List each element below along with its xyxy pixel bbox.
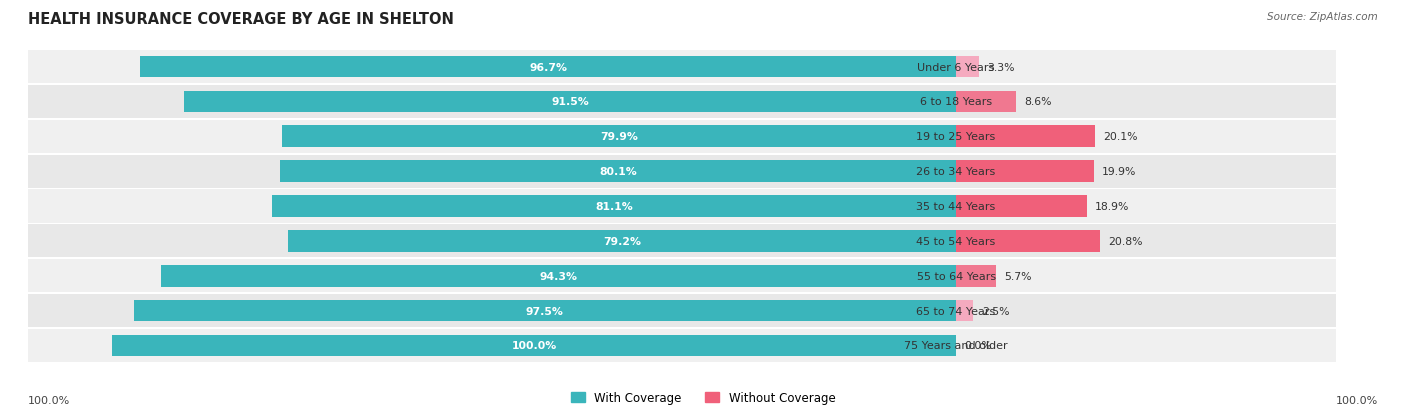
- Text: 79.2%: 79.2%: [603, 236, 641, 246]
- Text: 20.1%: 20.1%: [1104, 132, 1137, 142]
- Bar: [28, 155, 1336, 188]
- Bar: [28, 225, 1336, 258]
- Text: 55 to 64 Years: 55 to 64 Years: [917, 271, 995, 281]
- Text: 100.0%: 100.0%: [28, 395, 70, 405]
- Text: 20.8%: 20.8%: [1108, 236, 1143, 246]
- Legend: With Coverage, Without Coverage: With Coverage, Without Coverage: [565, 387, 841, 409]
- Text: Source: ZipAtlas.com: Source: ZipAtlas.com: [1267, 12, 1378, 22]
- Bar: [288, 230, 956, 252]
- Text: 100.0%: 100.0%: [512, 341, 557, 351]
- Bar: [184, 91, 956, 113]
- Text: 79.9%: 79.9%: [600, 132, 638, 142]
- Text: 0.0%: 0.0%: [965, 341, 993, 351]
- Text: 75 Years and older: 75 Years and older: [904, 341, 1008, 351]
- Text: 35 to 44 Years: 35 to 44 Years: [917, 202, 995, 211]
- Text: 6 to 18 Years: 6 to 18 Years: [920, 97, 993, 107]
- Bar: [141, 57, 956, 78]
- Bar: [956, 300, 973, 322]
- Text: 80.1%: 80.1%: [599, 167, 637, 177]
- Bar: [956, 91, 1015, 113]
- Bar: [134, 300, 956, 322]
- Text: 19.9%: 19.9%: [1102, 167, 1136, 177]
- Bar: [160, 265, 956, 287]
- Bar: [28, 51, 1336, 84]
- Bar: [956, 161, 1094, 183]
- Bar: [28, 259, 1336, 292]
- Text: 97.5%: 97.5%: [526, 306, 564, 316]
- Text: 94.3%: 94.3%: [540, 271, 578, 281]
- Bar: [956, 196, 1087, 217]
- Text: 19 to 25 Years: 19 to 25 Years: [917, 132, 995, 142]
- Bar: [283, 126, 956, 148]
- Text: 96.7%: 96.7%: [529, 62, 567, 72]
- Bar: [280, 161, 956, 183]
- Text: 26 to 34 Years: 26 to 34 Years: [917, 167, 995, 177]
- Text: Under 6 Years: Under 6 Years: [918, 62, 994, 72]
- Bar: [28, 85, 1336, 119]
- Bar: [28, 294, 1336, 328]
- Text: 2.5%: 2.5%: [981, 306, 1010, 316]
- Text: 8.6%: 8.6%: [1024, 97, 1052, 107]
- Text: 45 to 54 Years: 45 to 54 Years: [917, 236, 995, 246]
- Text: 91.5%: 91.5%: [551, 97, 589, 107]
- Bar: [112, 335, 956, 356]
- Text: 5.7%: 5.7%: [1004, 271, 1032, 281]
- Bar: [956, 265, 995, 287]
- Text: 65 to 74 Years: 65 to 74 Years: [917, 306, 995, 316]
- Bar: [28, 329, 1336, 362]
- Text: HEALTH INSURANCE COVERAGE BY AGE IN SHELTON: HEALTH INSURANCE COVERAGE BY AGE IN SHEL…: [28, 12, 454, 27]
- Bar: [271, 196, 956, 217]
- Bar: [28, 190, 1336, 223]
- Text: 3.3%: 3.3%: [987, 62, 1015, 72]
- Text: 100.0%: 100.0%: [1336, 395, 1378, 405]
- Bar: [956, 57, 979, 78]
- Text: 18.9%: 18.9%: [1095, 202, 1129, 211]
- Bar: [956, 230, 1099, 252]
- Text: 81.1%: 81.1%: [595, 202, 633, 211]
- Bar: [956, 126, 1095, 148]
- Bar: [28, 121, 1336, 154]
